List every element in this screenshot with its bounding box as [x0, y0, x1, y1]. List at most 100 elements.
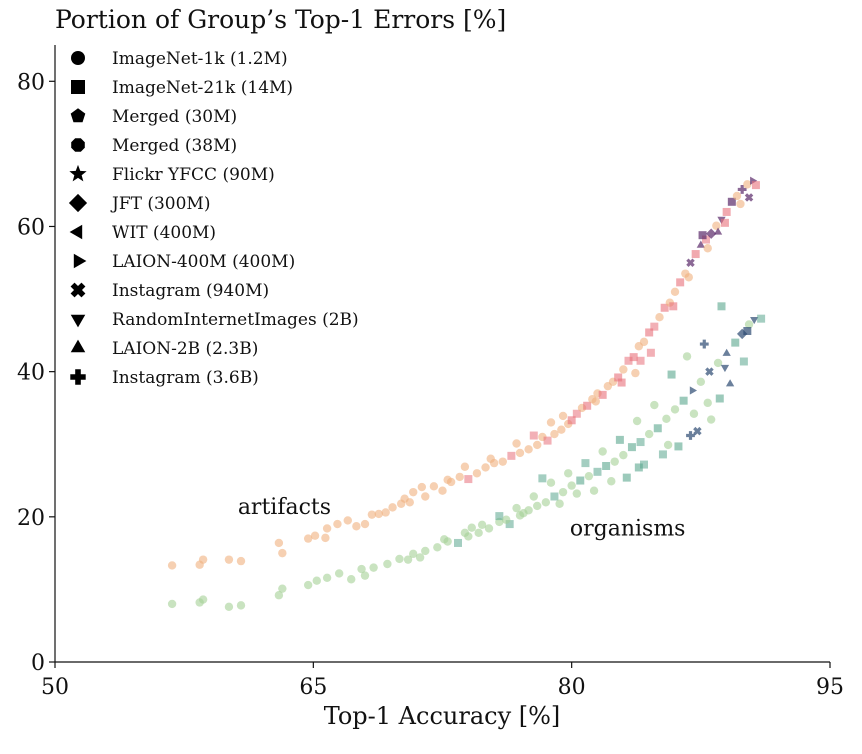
data-point-organisms	[581, 459, 590, 468]
legend-entry: Flickr YFCC (90M)	[112, 165, 275, 185]
data-point-artifacts	[224, 555, 234, 564]
data-point-artifacts	[515, 448, 525, 458]
data-point-organisms	[409, 549, 418, 559]
legend-marker-icon	[73, 253, 87, 269]
legend-marker-icon	[70, 282, 86, 298]
data-point-artifacts	[696, 240, 705, 248]
data-point-artifacts	[713, 227, 723, 235]
data-point-organisms	[303, 580, 313, 590]
data-point-artifacts	[670, 287, 680, 296]
data-point-organisms	[619, 450, 628, 460]
data-point-artifacts	[443, 475, 452, 485]
data-point-organisms	[454, 538, 462, 547]
legend-entry: Merged (30M)	[112, 107, 237, 127]
data-point-organisms	[662, 414, 671, 424]
data-point-organisms	[674, 442, 683, 451]
legend-marker-icon	[70, 339, 86, 353]
data-point-artifacts	[360, 519, 370, 529]
x-tick-label: 95	[816, 675, 844, 700]
data-point-organisms	[502, 515, 511, 524]
data-point-artifacts	[619, 365, 628, 374]
data-point-organisms	[477, 520, 487, 530]
data-point-organisms	[474, 528, 483, 537]
data-point-organisms	[636, 438, 645, 447]
data-point-organisms	[541, 498, 551, 507]
data-point-organisms	[725, 379, 735, 387]
data-point-organisms	[460, 528, 470, 537]
data-point-organisms	[495, 512, 504, 521]
data-point-organisms	[598, 447, 607, 456]
data-point-organisms	[403, 555, 413, 564]
data-point-organisms	[627, 443, 636, 452]
data-point-artifacts	[712, 221, 721, 230]
data-point-artifacts	[512, 439, 521, 448]
data-point-organisms	[722, 348, 731, 356]
data-point-organisms	[440, 535, 449, 544]
data-point-artifacts	[646, 348, 655, 357]
data-point-organisms	[564, 469, 573, 478]
legend-entry: RandomInternetImages (2B)	[112, 310, 359, 330]
data-point-artifacts	[736, 199, 745, 209]
data-point-organisms	[644, 429, 654, 439]
data-point-organisms	[717, 302, 726, 311]
data-point-organisms	[610, 457, 619, 466]
data-point-organisms	[467, 523, 476, 532]
data-point-artifacts	[310, 531, 320, 540]
data-point-artifacts	[524, 445, 533, 454]
data-point-artifacts	[278, 548, 287, 558]
data-point-artifacts	[274, 538, 284, 548]
data-point-organisms	[584, 471, 594, 481]
data-point-organisms	[713, 358, 723, 368]
data-point-organisms	[278, 584, 287, 593]
data-point-organisms	[558, 487, 568, 497]
data-point-organisms	[736, 328, 748, 340]
data-point-organisms	[632, 416, 642, 426]
legend-entry: LAION-400M (400M)	[112, 252, 295, 272]
x-axis-label: Top-1 Accuracy [%]	[324, 702, 561, 730]
y-tick-label: 20	[17, 506, 45, 531]
x-tick-label: 50	[41, 675, 69, 700]
data-point-artifacts	[583, 401, 592, 410]
data-point-organisms	[731, 338, 740, 347]
data-point-organisms	[198, 595, 208, 604]
legend-entry: ImageNet-21k (14M)	[112, 78, 293, 98]
data-point-artifacts	[743, 180, 752, 189]
data-point-organisms	[693, 426, 702, 436]
data-point-artifacts	[438, 486, 447, 495]
data-point-organisms	[274, 591, 284, 600]
data-point-organisms	[533, 501, 542, 511]
data-point-organisms	[743, 326, 752, 335]
data-point-artifacts	[352, 522, 361, 531]
data-point-artifacts	[629, 353, 638, 362]
data-point-organisms	[360, 571, 370, 580]
data-point-artifacts	[417, 482, 427, 492]
data-point-artifacts	[481, 463, 490, 472]
data-point-organisms	[615, 435, 624, 444]
y-tick-label: 80	[17, 70, 45, 95]
data-point-organisms	[650, 400, 659, 410]
data-point-artifacts	[591, 397, 600, 406]
data-point-artifacts	[558, 411, 568, 421]
legend-entry: ImageNet-1k (1.2M)	[112, 49, 288, 69]
data-point-artifacts	[567, 416, 576, 425]
data-point-artifacts	[631, 368, 640, 378]
data-point-artifacts	[507, 451, 516, 460]
data-point-artifacts	[464, 475, 473, 484]
data-point-organisms	[602, 462, 611, 471]
data-point-artifacts	[572, 409, 581, 418]
data-point-organisms	[312, 576, 321, 585]
x-tick-label: 80	[558, 675, 586, 700]
legend-marker-icon	[70, 369, 86, 385]
data-point-organisms	[703, 398, 712, 408]
data-point-artifacts	[655, 313, 664, 322]
annotation-organisms: organisms	[570, 517, 686, 542]
data-point-artifacts	[744, 193, 754, 202]
legend-marker-icon	[71, 80, 85, 94]
data-point-artifacts	[486, 454, 495, 463]
data-point-organisms	[622, 473, 631, 482]
legend-marker-icon	[71, 138, 85, 152]
data-point-artifacts	[303, 534, 313, 543]
data-point-artifacts	[727, 197, 736, 206]
data-point-organisms	[484, 524, 494, 533]
